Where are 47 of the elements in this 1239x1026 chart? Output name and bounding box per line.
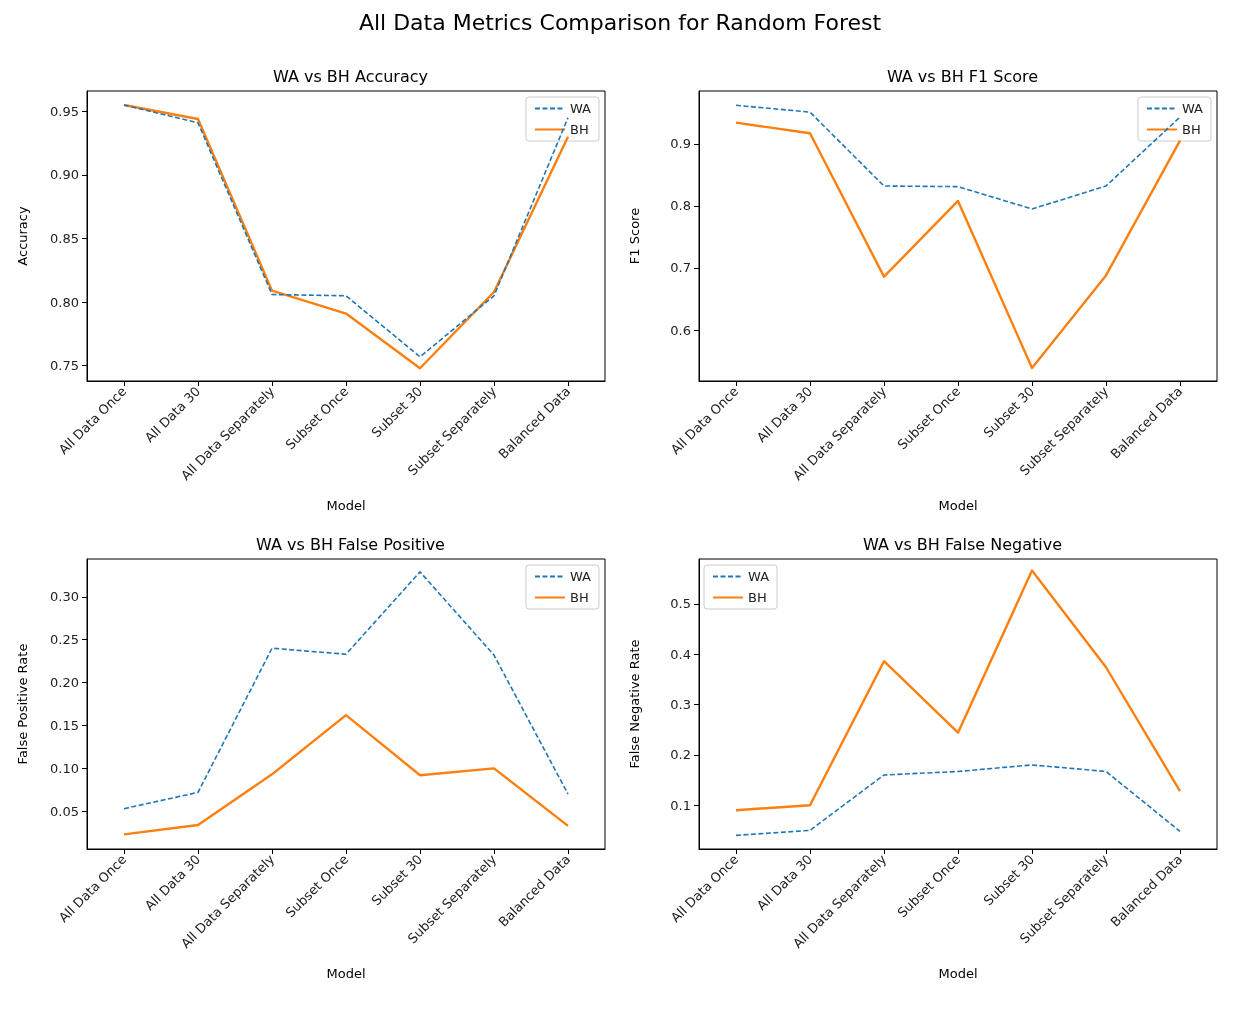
line-series: [123, 571, 569, 810]
legend-label: WA: [569, 101, 592, 116]
y-tick-label: 0.75: [50, 358, 79, 374]
legend-label: WA: [748, 569, 770, 584]
y-tick-label: 0.20: [50, 675, 79, 691]
line-series: [735, 764, 1181, 837]
legend-label: WA: [569, 569, 592, 584]
y-tick-label: 0.90: [50, 167, 79, 183]
y-tick-label: 0.05: [50, 803, 79, 819]
chart-title: WA vs BH False Negative: [862, 534, 1063, 554]
y-axis-title: False Positive Rate: [15, 643, 30, 765]
text: All Data Metrics Comparison for Random Forest: [357, 9, 883, 37]
legend-label: WA: [1181, 101, 1204, 116]
y-tick-label: 0.6: [670, 322, 691, 338]
x-axis-title: Model: [326, 966, 366, 981]
y-axis-title: False Negative Rate: [627, 639, 642, 769]
y-tick-label: 0.85: [50, 231, 79, 247]
x-axis-title: Model: [938, 966, 978, 981]
y-tick-label: 0.5: [670, 596, 691, 612]
legend-label: BH: [748, 590, 767, 605]
chart-title: WA vs BH False Positive: [256, 534, 445, 554]
chart-title: WA vs BH F1 Score: [886, 66, 1039, 86]
y-tick-label: 0.8: [670, 198, 691, 214]
y-axis-title: F1 Score: [627, 207, 642, 265]
x-axis-title: Model: [938, 498, 978, 513]
line-series: [734, 569, 1182, 812]
y-tick-label: 0.25: [50, 632, 79, 648]
y-tick-label: 0.4: [670, 646, 691, 662]
legend-label: BH: [1181, 122, 1201, 137]
y-tick-label: 0.15: [50, 717, 79, 733]
y-tick-label: 0.10: [50, 760, 79, 776]
line-series: [734, 121, 1182, 370]
y-tick-label: 0.2: [670, 747, 691, 763]
y-tick-label: 0.7: [670, 260, 691, 276]
y-axis-title: Accuracy: [15, 206, 30, 266]
y-tick-label: 0.3: [670, 697, 691, 712]
line-series: [735, 104, 1181, 210]
y-tick-label: 0.80: [50, 294, 79, 310]
x-axis-title: Model: [326, 498, 366, 513]
y-tick-label: 0.30: [50, 589, 79, 605]
y-tick-label: 0.9: [670, 136, 691, 152]
chart-title: WA vs BH Accuracy: [272, 66, 429, 86]
y-tick-label: 0.1: [670, 797, 691, 813]
legend-label: BH: [569, 590, 589, 605]
y-tick-label: 0.95: [50, 103, 79, 119]
line-series: [122, 713, 570, 836]
legend-label: BH: [569, 122, 589, 137]
